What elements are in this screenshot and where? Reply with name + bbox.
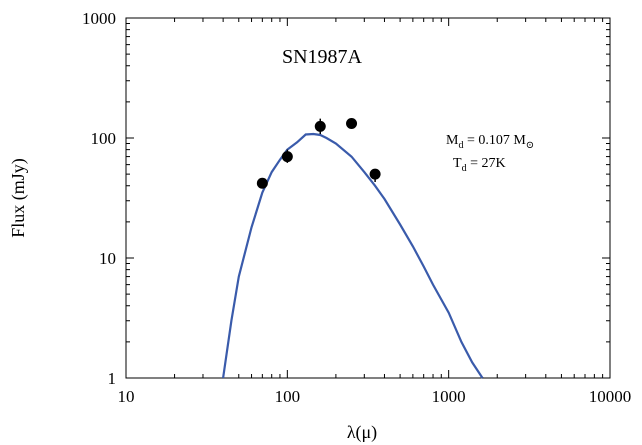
model-curve — [222, 132, 484, 379]
temp-sub-d: d — [462, 163, 467, 174]
temp-annotation: Td = 27K — [453, 156, 506, 174]
mass-annotation: Md = 0.107 M⊙ — [446, 133, 534, 151]
mass-value: = 0.107 M — [463, 133, 526, 148]
x-tick-label: 1000 — [432, 387, 466, 406]
y-tick-label: 1 — [108, 369, 117, 388]
mass-prefix: M — [446, 133, 459, 148]
chart-title: SN1987A — [282, 46, 363, 68]
y-tick-label: 100 — [91, 129, 117, 148]
y-tick-labels: 1 10 100 1000 — [82, 9, 116, 388]
x-tick-label: 10000 — [589, 387, 632, 406]
plot-frame — [125, 17, 611, 379]
mass-sub-sun: ⊙ — [526, 140, 534, 151]
y-tick-label: 10 — [99, 249, 116, 268]
data-point — [256, 177, 268, 189]
data-points — [256, 118, 381, 189]
temp-prefix: T — [453, 156, 462, 171]
data-point — [369, 168, 381, 180]
x-tick-label: 100 — [275, 387, 301, 406]
x-tick-label: 10 — [118, 387, 135, 406]
y-tick-label: 1000 — [82, 9, 116, 28]
x-tick-labels: 10 100 1000 10000 — [118, 387, 632, 406]
y-axis-label: Flux (mJy) — [8, 158, 29, 238]
temp-value: = 27K — [467, 156, 506, 171]
axis-ticks — [125, 17, 611, 379]
data-point — [281, 151, 293, 163]
data-point — [346, 118, 358, 130]
x-axis-label: λ(μ) — [347, 422, 377, 443]
data-point — [314, 120, 326, 132]
mass-sub-d: d — [458, 140, 463, 151]
